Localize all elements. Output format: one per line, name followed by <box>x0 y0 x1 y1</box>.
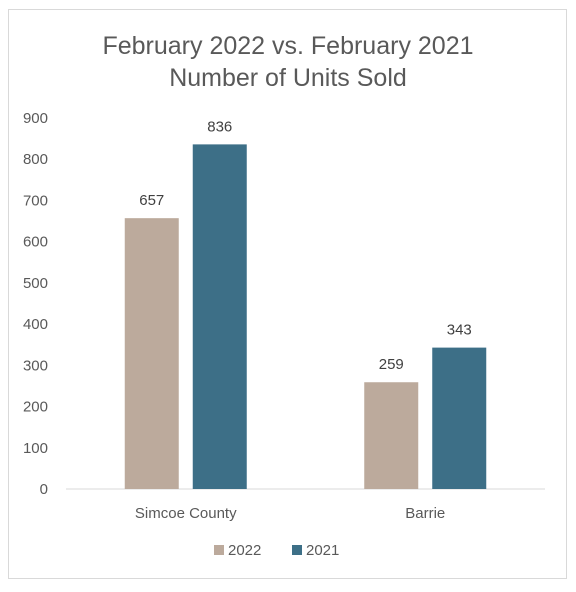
y-tick-label: 200 <box>23 399 48 416</box>
bar <box>124 218 179 490</box>
y-tick-label: 800 <box>23 151 48 168</box>
x-tick-label: Simcoe County <box>135 505 237 522</box>
legend-label: 2022 <box>228 542 261 559</box>
y-tick-label: 900 <box>23 110 48 127</box>
legend-swatch <box>292 545 302 555</box>
bars-group: 657 836 259 343 <box>124 118 487 490</box>
chart-subtitle: Number of Units Sold <box>169 64 407 92</box>
legend: 2022 2021 <box>214 542 339 559</box>
data-label: 836 <box>207 118 232 135</box>
y-tick-label: 500 <box>23 275 48 292</box>
y-tick-label: 300 <box>23 357 48 374</box>
y-tick-label: 400 <box>23 316 48 333</box>
y-tick-label: 0 <box>40 481 48 498</box>
x-tick-label: Barrie <box>405 505 445 522</box>
data-label: 657 <box>139 192 164 209</box>
x-axis-labels: Simcoe County Barrie <box>135 505 445 522</box>
legend-label: 2021 <box>306 542 339 559</box>
data-label: 343 <box>447 322 472 339</box>
bar <box>192 144 247 490</box>
y-tick-label: 600 <box>23 234 48 251</box>
y-tick-label: 100 <box>23 440 48 457</box>
data-label: 259 <box>379 356 404 373</box>
legend-swatch <box>214 545 224 555</box>
y-axis-ticks: 0 100 200 300 400 500 600 700 800 900 <box>23 110 48 498</box>
bar <box>364 382 419 489</box>
y-tick-label: 700 <box>23 192 48 209</box>
bar <box>432 347 487 489</box>
chart-title: February 2022 vs. February 2021 <box>102 32 473 60</box>
